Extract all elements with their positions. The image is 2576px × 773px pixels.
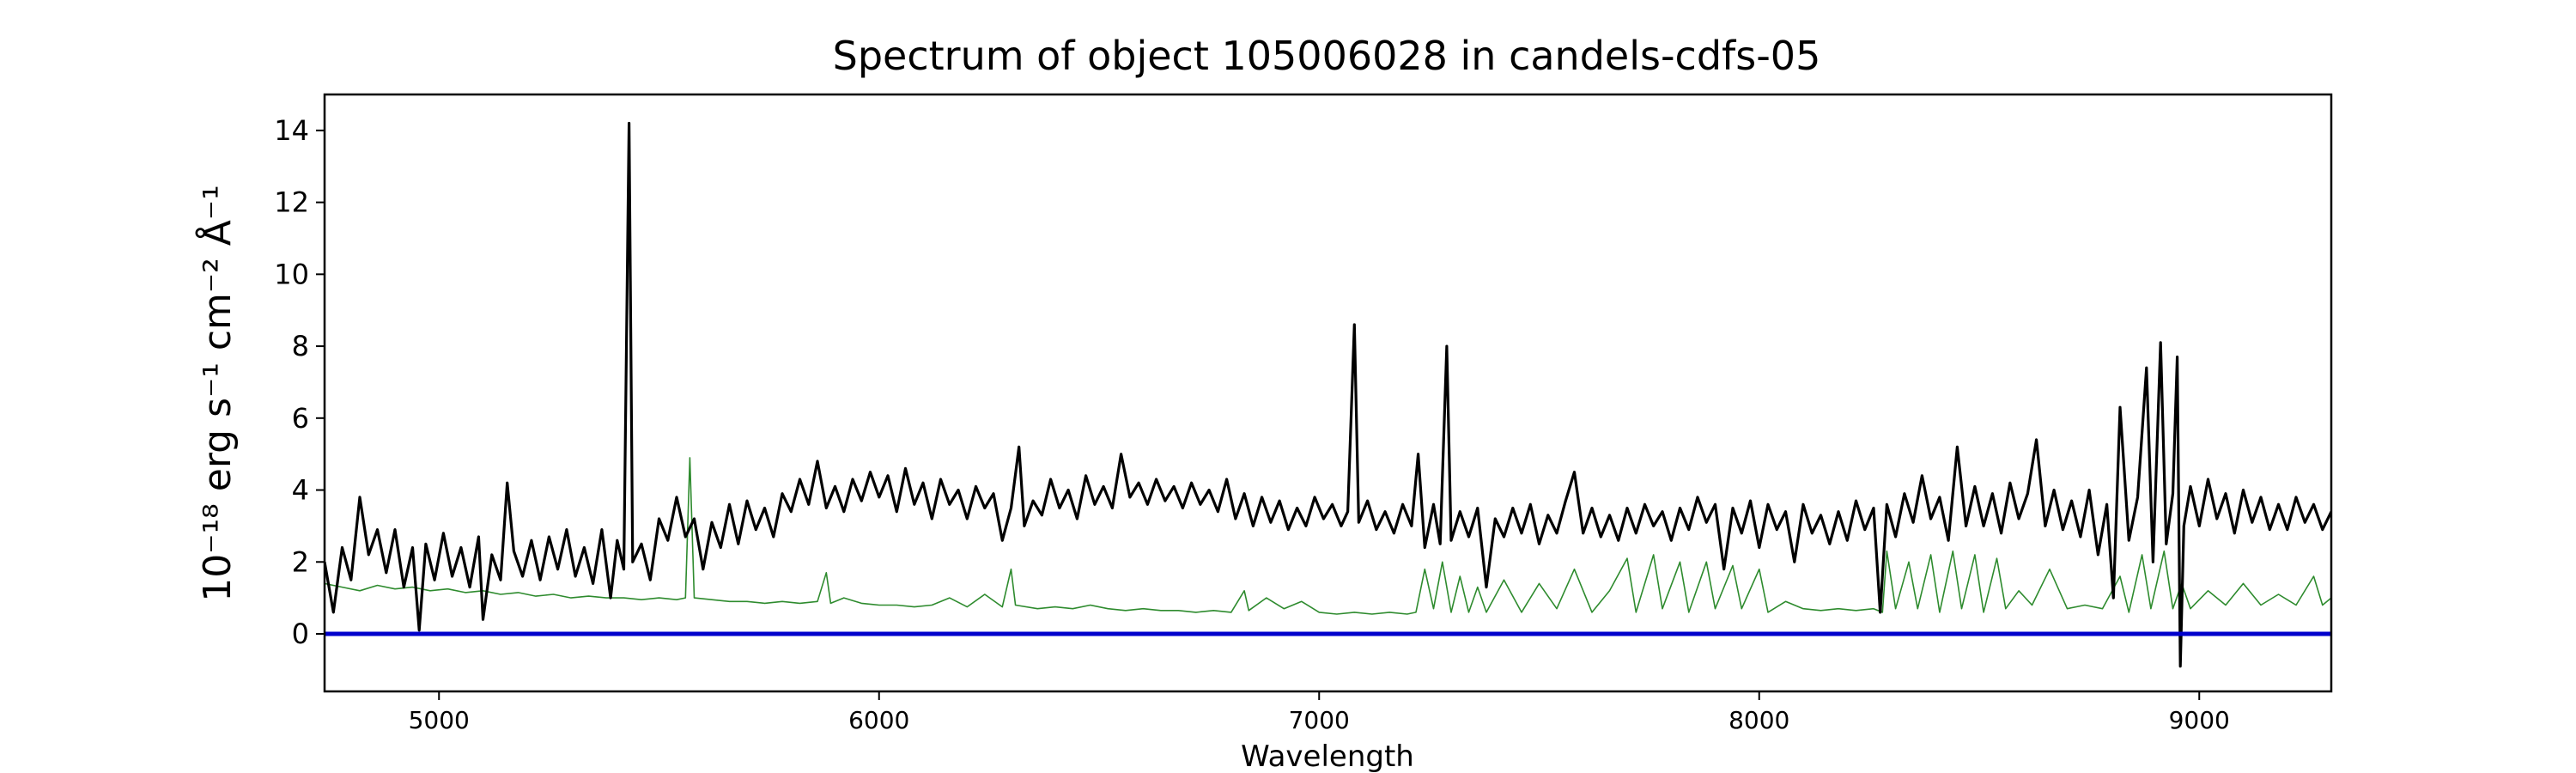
y-tick-label: 6 [292,402,309,435]
x-axis: 5000 6000 7000 8000 9000 [409,691,2230,734]
y-tick-label: 14 [274,114,309,147]
y-tick-label: 2 [292,545,309,578]
y-tick-label: 12 [274,186,309,219]
x-tick-label: 9000 [2169,706,2230,734]
x-tick-label: 6000 [848,706,909,734]
y-axis-label: 10⁻¹⁸ erg s⁻¹ cm⁻² Å⁻¹ [194,185,240,601]
x-tick-label: 8000 [1728,706,1789,734]
y-axis: 0 2 4 6 8 10 12 14 [274,114,325,650]
x-tick-label: 5000 [409,706,470,734]
x-tick-label: 7000 [1289,706,1350,734]
chart-title: Spectrum of object 105006028 in candels-… [833,33,1821,79]
y-tick-label: 0 [292,618,309,650]
series-line-error [325,457,2331,615]
y-tick-label: 10 [274,258,309,290]
series-layer [325,121,2331,668]
series-line-flux [325,121,2331,668]
x-axis-label: Wavelength [1241,740,1414,773]
y-tick-label: 8 [292,330,309,362]
y-tick-label: 4 [292,474,309,507]
plot-frame [323,93,2333,693]
plot-area [323,93,2333,693]
